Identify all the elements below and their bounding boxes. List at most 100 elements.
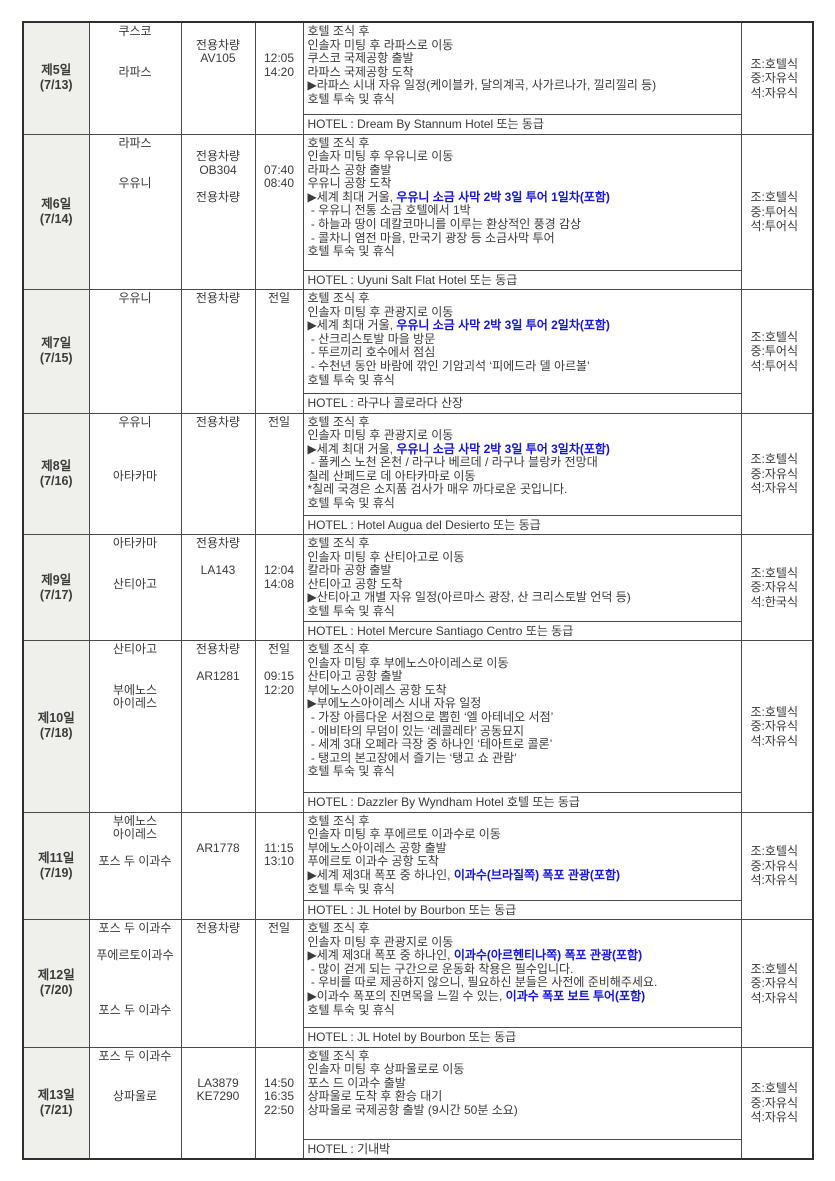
detail-line: ▶산티아고 개별 자유 일정(아르마스 광장, 산 크리스토발 언덕 등): [308, 591, 737, 605]
detail-text: - 폴케스 노천 온천 / 라구나 베르데 / 라구나 블랑카 전망대: [307, 455, 598, 470]
detail-text: - 우비를 따로 제공하지 않으니, 필요하신 분들은 사전에 준비해주세요.: [307, 975, 658, 990]
hotel-line: HOTEL : Hotel Augua del Desierto 또는 동급: [304, 514, 740, 534]
time-line: 전일: [267, 642, 291, 657]
vehicle-cell: 전용차량: [180, 919, 256, 1048]
meal-line: 석:투어식: [750, 219, 799, 233]
time-line: 12:20: [263, 682, 295, 697]
day-cell: 제11일 (7/19): [22, 811, 90, 921]
time-line: [256, 537, 302, 551]
detail-text: 부에노스아이레스 공항 출발: [307, 840, 447, 855]
day-cell: 제8일 (7/16): [22, 412, 90, 535]
city-line: [90, 429, 180, 443]
time-cell: 전일: [254, 919, 304, 1048]
vehicle-line: [182, 25, 254, 39]
detail-text: 산티아고 공항 출발: [307, 669, 403, 684]
city-cell: 우유니: [88, 289, 182, 414]
city-cell: 쿠스코 라파스: [88, 21, 182, 135]
detail-highlight: 우유니 소금 사막 2박 3일 투어 3일차(포함): [396, 441, 610, 456]
time-line: 16:35: [263, 1089, 295, 1104]
detail-line: 인솔자 미팅 후 부에노스아이레스로 이동: [308, 656, 737, 671]
detail-text: 상파울로 국제공항 출발 (9시간 50분 소요): [307, 1102, 518, 1117]
itinerary-row: 제6일 (7/14) 라파스 우유니 전용차량 OB304 전용차량 07:40 08:…: [22, 133, 814, 290]
detail-line: 푸에르토 이과수 공항 도착: [308, 855, 737, 869]
details-main: 호텔 조식 후 인솔자 미팅 후 부에노스아이레스로 이동 산티아고 공항 출발 부에…: [304, 642, 740, 793]
detail-line: - 하늘과 땅이 데칼코마니를 이루는 환상적인 풍경 감상: [307, 217, 737, 232]
city-line: [90, 657, 180, 671]
vehicle-cell: LA3879 KE7290: [180, 1046, 256, 1160]
detail-text: 푸에르토 이과수 공항 도착: [307, 854, 439, 869]
details-cell: 호텔 조식 후 인솔자 미팅 후 관광지로 이동 ▶세계 제3대 폭포 중 하나인,…: [302, 919, 742, 1048]
detail-text: - 하늘과 땅이 데칼코마니를 이루는 환상적인 풍경 감상: [307, 217, 582, 232]
city-line: 푸에르토이과수: [96, 948, 174, 963]
day-cell: 제5일 (7/13): [22, 21, 90, 135]
details-main: 호텔 조식 후 인솔자 미팅 후 상파울로로 이동 포스 드 이과수 출발 상파울로 …: [304, 1048, 740, 1139]
detail-text: 인솔자 미팅 후 상파울로로 이동: [307, 1062, 465, 1077]
time-line: 22:50: [263, 1102, 295, 1117]
detail-line: 인솔자 미팅 후 푸에르토 이과수로 이동: [308, 827, 737, 842]
day-cell: 제13일 (7/21): [22, 1046, 90, 1160]
detail-line: 호텔 조식 후: [307, 414, 737, 430]
detail-line: 호텔 투숙 및 휴식: [308, 1003, 737, 1018]
detail-text: 호텔 투숙 및 휴식: [307, 496, 395, 511]
day-label: 제12일: [37, 968, 75, 983]
time-line: 13:10: [263, 854, 295, 869]
day-date: (7/17): [39, 587, 73, 602]
day-label: 제7일: [41, 336, 72, 351]
time-line: 전일: [267, 921, 291, 936]
detail-text: - 콜차니 염전 마을, 만국기 광장 등 소금사막 투어: [307, 230, 555, 245]
meal-line: 중:투어식: [750, 344, 799, 358]
day-label: 제11일: [38, 850, 75, 865]
detail-text: 우유니 공항 도착: [307, 176, 392, 191]
details-cell: 호텔 조식 후 인솔자 미팅 후 관광지로 이동 ▶세계 최대 거울, 우유니 소금…: [302, 412, 742, 535]
detail-text: ▶세계 최대 거울,: [307, 441, 397, 456]
detail-text: 호텔 조식 후: [307, 414, 370, 429]
detail-line: 라파스 국제공항 도착: [308, 65, 737, 80]
city-cell: 산티아고 부에노스 아이레스: [88, 640, 182, 813]
detail-text: 인솔자 미팅 후 우유니로 이동: [307, 149, 454, 164]
city-cell: 부에노스 아이레스 포스 두 이과수: [88, 811, 182, 921]
detail-line: - 세계 3대 오페라 극장 중 하나인 ‘테아트로 콜론’: [308, 737, 737, 752]
detail-line: - 폴케스 노천 온천 / 라구나 베르데 / 라구나 블랑카 전망대: [307, 455, 737, 470]
meal-line: 중:자유식: [750, 719, 799, 734]
detail-line: 인솔자 미팅 후 관광지로 이동: [308, 935, 737, 950]
meal-line: 석:자유식: [750, 1110, 799, 1125]
vehicle-line: [182, 815, 254, 829]
city-line: [90, 52, 180, 66]
city-line: [90, 164, 180, 178]
detail-text: ▶세계 제3대 폭포 중 하나인,: [307, 948, 454, 963]
detail-line: 인솔자 미팅 후 관광지로 이동: [308, 305, 737, 320]
city-line: 포스 두 이과수: [98, 1002, 172, 1017]
vehicle-line: [182, 1063, 254, 1077]
detail-text: 산티아고 공항 도착: [307, 576, 403, 591]
detail-line: - 뚜르끼리 호수에서 점심: [308, 346, 737, 360]
city-line: [90, 670, 180, 684]
detail-text: 호텔 조식 후: [307, 24, 370, 38]
detail-line: 인솔자 미팅 후 산티아고로 이동: [308, 550, 737, 565]
time-line: [256, 1050, 302, 1064]
city-cell: 우유니 아타카마: [88, 412, 182, 535]
detail-line: 호텔 조식 후: [308, 814, 737, 829]
vehicle-line: [182, 1050, 254, 1064]
detail-line: 호텔 투숙 및 휴식: [307, 496, 737, 511]
meal-line: 석:자유식: [750, 85, 799, 100]
city-line: [90, 150, 180, 164]
itinerary-row: 제10일 (7/18) 산티아고 부에노스 아이레스 전용차량 AR1281 전일 09:…: [22, 640, 814, 813]
meal-line: 조:호텔식: [750, 961, 799, 976]
time-cell: 12:05 14:20: [254, 21, 304, 135]
detail-text: - 에비타의 무덤이 있는 ‘레콜레타’ 공동묘지: [307, 723, 525, 738]
day-cell: 제12일 (7/20): [22, 919, 90, 1048]
city-line: 부에노스: [112, 813, 158, 828]
city-line: [90, 551, 180, 565]
vehicle-cell: 전용차량 OB304 전용차량: [180, 133, 256, 290]
details-main: 호텔 조식 후 인솔자 미팅 후 푸에르토 이과수로 이동 부에노스아이레스 공항 …: [304, 813, 740, 900]
detail-line: 호텔 조식 후: [308, 642, 737, 657]
detail-text: 라파스 공항 출발: [307, 162, 392, 177]
detail-line: 상파울로 국제공항 출발 (9시간 50분 소요): [307, 1102, 737, 1118]
vehicle-line: AR1281: [196, 669, 240, 684]
time-line: 07:40: [263, 162, 295, 177]
detail-line: 라파스 공항 출발: [307, 162, 737, 178]
detail-text: 호텔 투숙 및 휴식: [307, 91, 395, 106]
time-line: 12:04: [263, 563, 295, 578]
detail-text: 칼라마 공항 출발: [307, 563, 392, 578]
